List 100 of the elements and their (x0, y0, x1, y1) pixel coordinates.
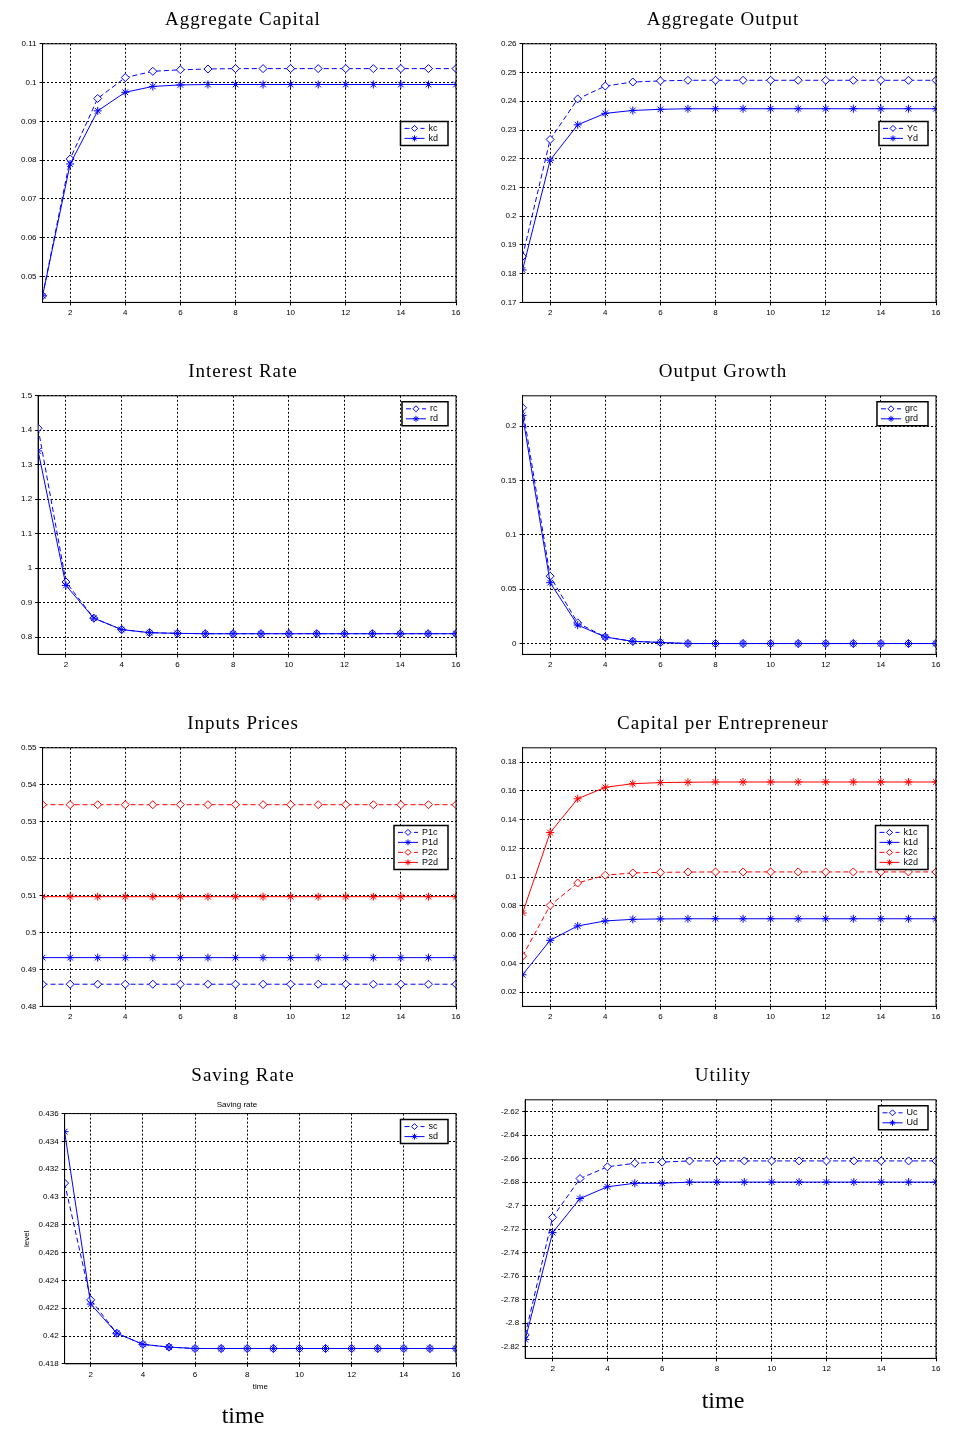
x-tick-label: 14 (876, 1012, 886, 1022)
x-tick-label: 14 (876, 660, 886, 670)
y-tick-label: 0.05 (20, 271, 38, 281)
legend-label: k2d (903, 856, 918, 867)
y-tick-label: 0.25 (500, 67, 518, 77)
y-tick-label: 0.432 (38, 1164, 60, 1174)
x-tick-label: 16 (931, 660, 941, 670)
y-tick-label: -2.68 (501, 1177, 520, 1187)
x-tick-label: 2 (63, 660, 69, 670)
y-tick-label: 0.436 (38, 1108, 60, 1118)
x-tick-label: 8 (714, 1364, 720, 1374)
y-tick-label: 0.21 (500, 182, 518, 192)
y-tick-label: 0.9 (21, 597, 33, 607)
chart-title: Output Growth (658, 360, 788, 382)
y-tick-label: 0.26 (500, 39, 518, 48)
x-tick-label: 10 (286, 308, 296, 318)
y-tick-label: 0 (512, 638, 518, 648)
x-tick-label: 16 (451, 1012, 461, 1022)
x-tick-label: 4 (605, 1364, 611, 1374)
y-tick-label: 0.1 (505, 530, 518, 540)
x-tick-label: 2 (67, 308, 73, 318)
x-tick-label: 16 (931, 1364, 941, 1374)
y-tick-label: 0.2 (505, 211, 518, 221)
legend-label: P1c (421, 826, 438, 837)
legend-label: sd (428, 1131, 439, 1142)
y-tick-label: 0.17 (500, 297, 518, 307)
x-tick-label: 6 (658, 308, 664, 318)
x-tick-label: 12 (341, 308, 351, 318)
x-tick-label: 2 (547, 1012, 553, 1022)
y-tick-label: 0.418 (38, 1359, 60, 1368)
x-tick-label: 14 (876, 1364, 887, 1374)
x-tick-label: 8 (233, 308, 239, 318)
y-tick-label: 0.06 (20, 232, 38, 242)
legend-label: P2c (421, 846, 438, 857)
y-tick-label: 1.2 (21, 494, 33, 504)
legend-label: P2d (421, 856, 438, 867)
y-tick-label: 0.424 (38, 1275, 60, 1285)
chart-subtitle: Saving rate (216, 1100, 258, 1109)
y-tick-label: 1.4 (21, 425, 33, 435)
x-tick-label: 2 (547, 660, 553, 670)
x-tick-label: 12 (821, 308, 831, 318)
y-tick-label: 0.53 (20, 816, 38, 826)
y-tick-label: 0.426 (38, 1247, 60, 1257)
x-axis-title: time (701, 1387, 745, 1414)
legend-label: rc (430, 403, 438, 414)
y-tick-label: 0.06 (500, 929, 518, 939)
x-tick-label: 14 (399, 1369, 409, 1379)
y-tick-label: 0.14 (500, 814, 518, 824)
x-tick-label: 16 (451, 308, 461, 318)
chart-title: Utility (694, 1064, 752, 1086)
y-tick-label: 0.09 (20, 116, 38, 126)
chart-title: Aggregate Output (646, 8, 800, 30)
x-tick-label: 4 (123, 1012, 129, 1022)
x-tick-label: 4 (603, 308, 609, 318)
legend-label: P1d (421, 836, 438, 847)
y-tick-label: 0.51 (20, 890, 38, 900)
x-tick-label: 6 (175, 660, 181, 670)
y-tick-label: 0.05 (500, 584, 518, 594)
legend-label: grd (904, 413, 919, 424)
y-tick-label: 0.1 (25, 77, 38, 87)
y-tick-label: 0.24 (500, 96, 518, 106)
y-tick-label: -2.8 (505, 1318, 520, 1328)
y-tick-label: 0.19 (500, 240, 518, 250)
y-tick-label: 1.1 (21, 528, 33, 538)
y-tick-label: 0.23 (500, 125, 518, 135)
x-tick-label: 10 (766, 308, 776, 318)
y-tick-label: 0.428 (38, 1220, 60, 1229)
x-tick-label: 10 (286, 1012, 296, 1022)
x-tick-label: 12 (347, 1369, 357, 1379)
x-tick-label: 8 (245, 1369, 251, 1379)
x-tick-label: 4 (123, 308, 129, 318)
x-tick-label: 10 (766, 660, 776, 670)
y-tick-label: 0.02 (500, 987, 518, 997)
x-tick-label: 16 (931, 308, 941, 318)
x-tick-label: 2 (67, 1012, 73, 1022)
x-tick-label: 8 (230, 660, 236, 670)
legend-label: kd (428, 132, 439, 143)
y-tick-label: 0.5 (25, 927, 38, 937)
y-tick-label: 1.5 (21, 391, 33, 400)
y-tick-label: 0.18 (500, 757, 518, 767)
y-tick-label: 0.08 (20, 155, 38, 165)
chart-title: Capital per Entrepreneur (617, 712, 829, 734)
x-tick-label: 12 (821, 1012, 831, 1022)
y-tick-label: 0.55 (20, 743, 38, 752)
y-tick-label: 0.43 (43, 1192, 60, 1202)
x-tick-label: 12 (821, 660, 831, 670)
legend-label: Ud (906, 1117, 919, 1128)
chart-title: Inputs Prices (187, 712, 299, 734)
x-tick-label: 10 (284, 660, 294, 670)
legend-label: grc (904, 403, 918, 414)
y-tick-label: 0.08 (500, 901, 518, 911)
legend-label: rd (430, 413, 439, 424)
y-axis-title: level (22, 1230, 31, 1247)
x-tick-label: 6 (658, 660, 664, 670)
y-tick-label: 0.11 (21, 39, 38, 48)
x-tick-label: 12 (340, 660, 350, 670)
y-tick-label: 0.1 (505, 872, 518, 882)
legend-label: sc (428, 1121, 438, 1132)
x-tick-label: 16 (451, 1369, 461, 1379)
x-tick-label: 6 (192, 1369, 198, 1379)
